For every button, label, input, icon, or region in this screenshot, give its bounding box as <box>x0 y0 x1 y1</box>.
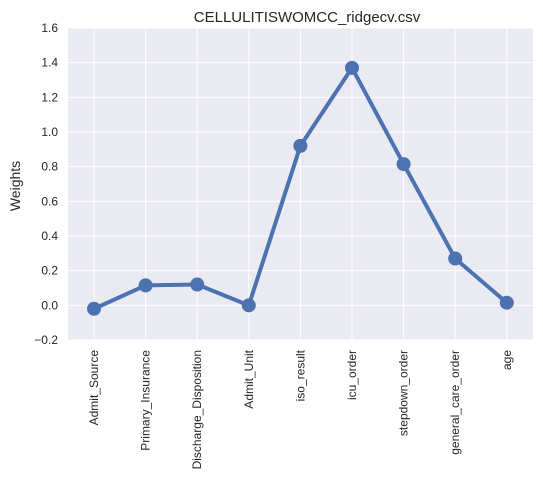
x-tick-labels: Admit_Source Primary_Insurance Discharge_D… <box>87 349 514 469</box>
y-tick-label: 0.8 <box>41 160 58 174</box>
data-point <box>87 301 101 316</box>
data-point <box>138 278 153 293</box>
data-point <box>190 277 205 292</box>
y-tick-label: 1.2 <box>41 90 58 104</box>
y-tick-label: 0.6 <box>41 194 58 208</box>
data-point <box>499 295 514 310</box>
y-tick-label: −0.2 <box>34 333 58 347</box>
x-tick-label: iso_result <box>293 349 307 401</box>
y-tick-label: 1.4 <box>41 56 58 70</box>
y-tick-label: 1.0 <box>41 125 58 139</box>
data-point <box>396 157 411 172</box>
y-axis-label: Weights <box>7 161 23 211</box>
data-point <box>241 298 256 313</box>
x-tick-label: stepdown_order <box>397 350 411 436</box>
x-tick-label: age <box>500 350 514 370</box>
y-tick-label: 0.0 <box>41 298 58 312</box>
data-point <box>345 60 359 75</box>
x-tick-label: Admit_Unit <box>242 349 256 408</box>
x-tick-label: general_care_order <box>448 350 462 455</box>
series-weights <box>87 60 514 316</box>
x-tick-label: icu_order <box>345 350 359 400</box>
y-tick-labels: −0.2 0.0 0.2 0.4 0.6 0.8 1.0 1.2 1.4 1.6 <box>34 21 58 347</box>
x-tick-label: Discharge_Disposition <box>190 350 204 469</box>
y-tick-label: 0.2 <box>41 264 58 278</box>
y-tick-label: 0.4 <box>41 229 58 243</box>
data-point <box>293 138 308 153</box>
y-tick-label: 1.6 <box>41 21 58 35</box>
x-tick-label: Primary_Insurance <box>139 350 153 451</box>
chart-title: CELLULITISWOMCC_ridgecv.csv <box>194 9 421 26</box>
grid-lines <box>68 27 533 341</box>
x-tick-label: Admit_Source <box>87 350 101 426</box>
data-point <box>448 251 463 266</box>
